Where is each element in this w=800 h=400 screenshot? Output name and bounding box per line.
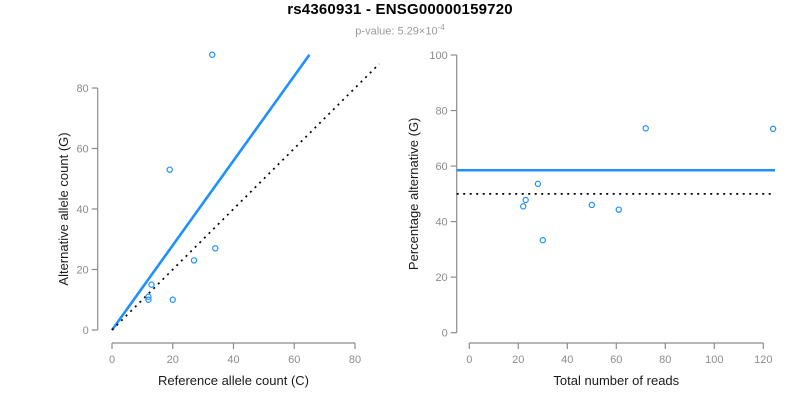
x-tick-label: 60 [288, 354, 300, 366]
data-point [166, 166, 173, 173]
y-tick-label: 100 [429, 50, 447, 62]
data-point [539, 237, 546, 244]
x-tick-label: 0 [109, 354, 115, 366]
x-tick-label: 100 [705, 354, 723, 366]
y-tick-label: 80 [435, 106, 447, 118]
y-tick-label: 80 [76, 83, 88, 95]
data-point [642, 125, 649, 132]
x-tick-label: 60 [610, 354, 622, 366]
x-axis-title: Total number of reads [553, 373, 679, 388]
data-point [534, 180, 542, 188]
y-tick-label: 60 [435, 161, 447, 173]
x-axis-title: Reference allele count (C) [158, 373, 309, 388]
percentage-reads-scatter-plot: 0 20 40 60 80 100 0 20 40 60 80 100 120 Total number … [406, 50, 777, 388]
data-point [588, 201, 595, 209]
x-tick-label: 80 [659, 354, 671, 366]
y-tick-label: 40 [435, 217, 447, 229]
fitted-ratio-line [110, 53, 311, 331]
data-point [522, 196, 529, 204]
x-tick-label: 0 [466, 354, 472, 366]
x-tick-label: 20 [167, 354, 179, 366]
figure-subtitle: p-value: 5.29×10-4 [0, 23, 800, 38]
pvalue-text: p-value: 5.29×10 [355, 25, 438, 38]
figure-title: rs4360931 - ENSG00000159720 [287, 1, 513, 18]
data-point [190, 257, 198, 264]
y-tick-label: 60 [76, 144, 88, 156]
y-tick-label: 0 [83, 325, 89, 337]
data-point [212, 245, 219, 252]
data-point [145, 293, 152, 300]
x-tick-label: 80 [349, 354, 361, 366]
x-tick-label: 40 [561, 354, 573, 366]
y-tick-label: 40 [76, 204, 88, 216]
y-tick-label: 20 [76, 265, 88, 277]
x-tick-label: 120 [754, 354, 772, 366]
data-point [169, 296, 176, 303]
data-point [145, 296, 152, 303]
data-point [769, 125, 777, 133]
pvalue-exponent: -4 [437, 23, 445, 32]
identity-line [111, 63, 380, 331]
x-tick-label: 20 [512, 354, 524, 366]
y-axis-title: Percentage alternative (G) [406, 118, 421, 270]
allele-count-scatter-plot: 0 20 40 60 80 0 20 40 60 80 Reference allele count… [56, 51, 380, 388]
y-tick-label: 20 [435, 272, 447, 284]
data-point [615, 206, 622, 213]
x-tick-label: 40 [227, 354, 239, 366]
y-axis-title: Alternative allele count (G) [56, 132, 71, 285]
y-tick-label: 0 [442, 328, 448, 340]
data-point [209, 51, 216, 58]
data-point [148, 281, 155, 288]
data-point [519, 203, 527, 210]
